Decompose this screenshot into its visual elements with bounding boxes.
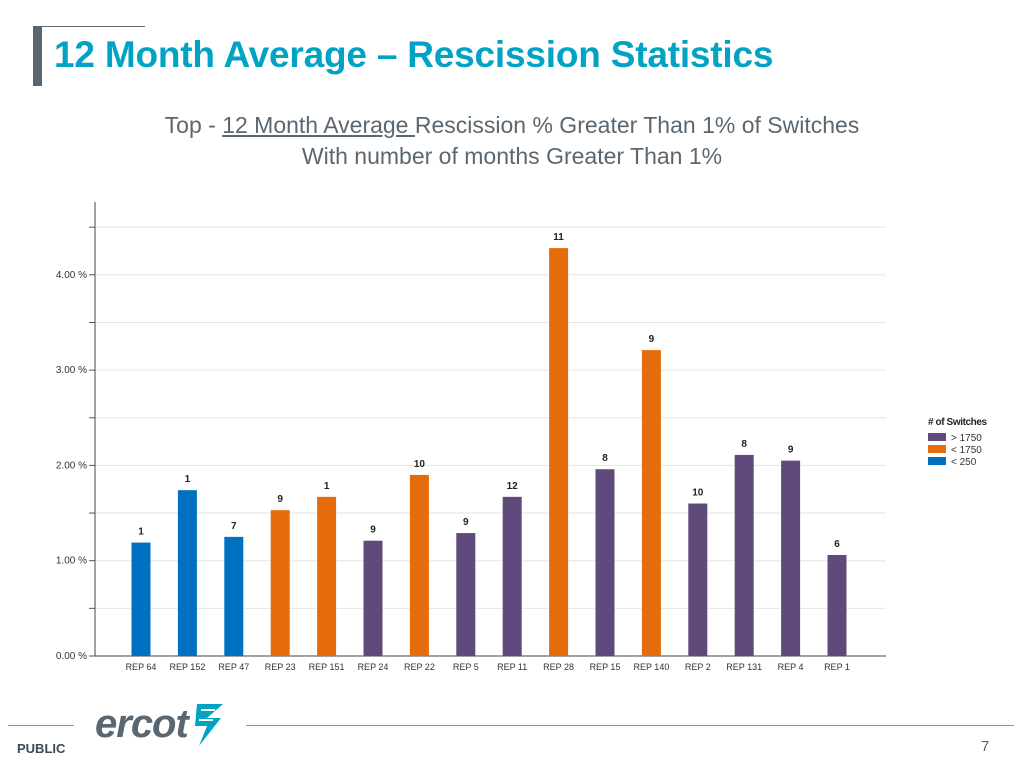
y-tick-label: 3.00 % <box>56 365 87 376</box>
bar <box>317 496 337 656</box>
subtitle-prefix: Top - <box>164 112 223 138</box>
bar-data-label: 9 <box>370 525 376 536</box>
x-tick-label: REP 4 <box>778 662 804 672</box>
bar-data-label: 9 <box>277 494 283 505</box>
x-tick-label: REP 28 <box>543 662 574 672</box>
page-number: 7 <box>981 738 990 755</box>
x-tick-label: REP 5 <box>453 662 479 672</box>
legend-label: < 1750 <box>951 445 982 456</box>
bar <box>688 503 708 656</box>
legend-swatch <box>928 433 946 441</box>
bar <box>131 542 151 656</box>
legend-swatch <box>928 445 946 453</box>
legend-label: < 250 <box>951 457 977 468</box>
bar-data-label: 10 <box>692 488 704 499</box>
page-title: 12 Month Average – Rescission Statistics <box>54 34 774 75</box>
x-tick-label: REP 64 <box>126 662 157 672</box>
bar <box>734 454 754 656</box>
bar <box>549 248 569 656</box>
x-tick-label: REP 11 <box>497 662 527 672</box>
bar-data-label: 12 <box>507 481 519 492</box>
bar-data-label: 7 <box>231 521 237 532</box>
chart-subtitle: Top - 12 Month Average Rescission % Grea… <box>0 110 1024 172</box>
x-tick-label: REP 23 <box>265 662 296 672</box>
legend-swatch <box>928 457 946 465</box>
footer-rule-left <box>8 725 74 726</box>
public-label: PUBLIC <box>17 741 66 756</box>
x-tick-label: REP 1 <box>824 662 850 672</box>
bar <box>224 536 244 656</box>
bar-data-label: 1 <box>138 527 144 538</box>
x-tick-label: REP 47 <box>218 662 249 672</box>
bar <box>827 554 847 656</box>
title-top-rule <box>33 26 145 27</box>
bar-data-label: 8 <box>741 439 747 450</box>
x-tick-label: REP 24 <box>358 662 389 672</box>
bar <box>456 533 476 656</box>
bar <box>595 469 615 656</box>
bar <box>177 490 197 656</box>
logo-wordmark: ercot <box>95 702 189 746</box>
bar <box>781 460 801 656</box>
bar-data-label: 8 <box>602 453 608 464</box>
x-tick-label: REP 15 <box>590 662 621 672</box>
y-tick-label: 0.00 % <box>56 651 87 662</box>
bar-data-label: 10 <box>414 459 426 470</box>
bar-data-label: 1 <box>185 474 191 485</box>
legend-title: # of Switches <box>928 417 988 428</box>
x-tick-label: REP 152 <box>169 662 205 672</box>
subtitle-line-2: With number of months Greater Than 1% <box>301 143 723 169</box>
bar <box>641 350 661 656</box>
y-tick-label: 2.00 % <box>56 460 87 471</box>
subtitle-underlined: 12 Month Average <box>222 112 415 138</box>
x-tick-label: REP 131 <box>726 662 762 672</box>
bar-data-label: 9 <box>788 445 794 456</box>
bar <box>502 496 522 656</box>
bar-data-label: 1 <box>324 481 330 492</box>
subtitle-rest: Rescission % Greater Than 1% of Switches <box>414 112 860 138</box>
bar-data-label: 6 <box>834 539 840 550</box>
x-tick-label: REP 140 <box>633 662 669 672</box>
bar-data-label: 9 <box>463 517 469 528</box>
rescission-bar-chart: 0.00 % 1.00 % 2.00 % 3.00 % 4.00 % 1 REP 64 1 RE… <box>56 202 988 672</box>
bar <box>363 540 383 656</box>
title-accent-bar <box>33 26 42 86</box>
ercot-logo: ercot <box>95 700 230 752</box>
bar-data-label: 11 <box>553 232 564 243</box>
x-tick-label: REP 22 <box>404 662 435 672</box>
y-tick-label: 4.00 % <box>56 270 87 281</box>
footer-rule-right <box>246 725 1014 726</box>
legend-label: > 1750 <box>951 433 982 444</box>
bar <box>270 510 290 656</box>
subtitle-line-1: Top - 12 Month Average Rescission % Grea… <box>0 110 1024 141</box>
bar-data-label: 9 <box>649 334 655 345</box>
x-tick-label: REP 2 <box>685 662 711 672</box>
bar <box>409 474 429 656</box>
x-tick-label: REP 151 <box>309 662 345 672</box>
lightning-bolt-icon <box>195 704 223 746</box>
y-tick-label: 1.00 % <box>56 556 87 567</box>
